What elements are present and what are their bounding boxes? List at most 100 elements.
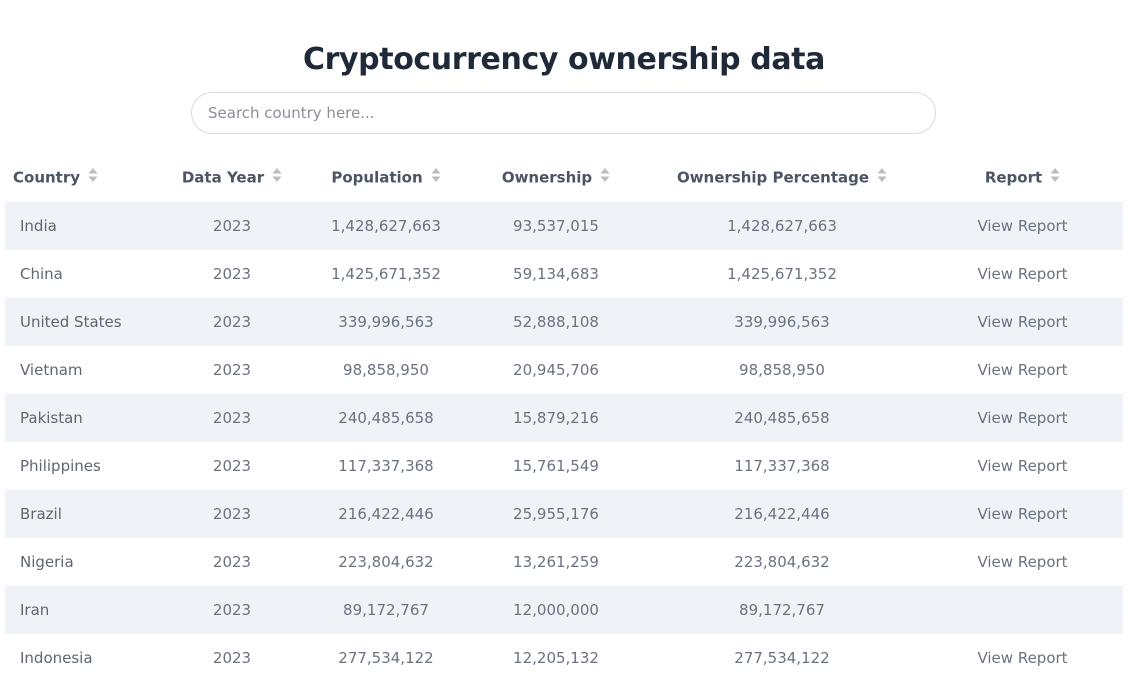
cell-report: View Report [922,634,1123,678]
cell-ownership: 13,261,259 [513,553,599,571]
sort-arrows-icon [431,168,441,182]
cell-country: Iran [20,601,50,619]
header-population[interactable]: Population [302,154,470,202]
cell-population: 117,337,368 [338,457,434,475]
cell-ownership: 12,000,000 [513,601,599,619]
cell-data-year: 2023 [212,505,252,523]
cell-population: 89,172,767 [343,601,429,619]
cell-ownership-percentage: 277,534,122 [734,649,830,667]
cell-population: 216,422,446 [338,505,434,523]
sort-arrows-icon [877,168,887,182]
cell-ownership-percentage: 89,172,767 [739,601,825,619]
cell-country: Vietnam [20,361,83,379]
cell-ownership-percentage: 240,485,658 [734,409,830,427]
view-report-link[interactable]: View Report [977,313,1068,331]
cell-country: China [20,265,63,283]
sort-icon[interactable] [877,167,887,187]
sort-arrows-icon [272,168,282,182]
header-ownership-percentage[interactable]: Ownership Percentage [642,154,922,202]
cell-country: Nigeria [20,553,74,571]
cell-ownership-percentage: 339,996,563 [734,313,830,331]
sort-arrows-icon [600,168,610,182]
view-report-link[interactable]: View Report [977,361,1068,379]
sort-icon[interactable] [272,167,282,187]
cell-population: 223,804,632 [338,553,434,571]
cell-report: View Report [922,490,1123,538]
sort-arrows-icon [1050,168,1060,182]
table-row: China 2023 1,425,671,352 59,134,683 1,425,67… [5,250,1123,298]
cell-data-year: 2023 [212,553,252,571]
cell-report: View Report [922,538,1123,586]
header-data-year[interactable]: Data Year [162,154,302,202]
view-report-link[interactable]: View Report [977,409,1068,427]
cell-ownership-percentage: 1,428,627,663 [727,217,837,235]
table-row: Iran 2023 89,172,767 12,000,000 89,172,767 [5,586,1123,634]
cell-data-year: 2023 [212,457,252,475]
sort-arrows-icon [88,168,98,182]
cell-ownership: 12,205,132 [513,649,599,667]
cell-ownership: 93,537,015 [513,217,599,235]
cell-population: 277,534,122 [338,649,434,667]
view-report-link[interactable]: View Report [977,553,1068,571]
header-label: Population [331,168,423,187]
cell-population: 1,425,671,352 [331,265,441,283]
table-body: India 2023 1,428,627,663 93,537,015 1,428,62… [5,202,1123,678]
cell-country: Philippines [20,457,101,475]
header-report[interactable]: Report [922,154,1123,202]
cell-data-year: 2023 [212,409,252,427]
header-label: Ownership [501,168,593,187]
cell-ownership: 15,761,549 [513,457,599,475]
search-input[interactable] [191,92,936,134]
header-label: Ownership Percentage [676,168,870,187]
view-report-link[interactable]: View Report [977,457,1068,475]
cell-ownership-percentage: 216,422,446 [734,505,830,523]
cell-report: View Report [922,250,1123,298]
header-label: Report [984,168,1043,187]
page-title: Cryptocurrency ownership data [303,42,825,78]
cell-report: View Report [922,346,1123,394]
sort-icon[interactable] [600,167,610,187]
header-country[interactable]: Country [5,154,162,202]
cell-population: 339,996,563 [338,313,434,331]
cell-population: 240,485,658 [338,409,434,427]
header-label: Country [13,168,81,187]
cell-ownership: 52,888,108 [513,313,599,331]
table-row: Philippines 2023 117,337,368 15,761,549 117,… [5,442,1123,490]
view-report-link[interactable]: View Report [977,265,1068,283]
cell-country: United States [20,313,122,331]
cell-ownership-percentage: 1,425,671,352 [727,265,837,283]
cell-report: View Report [922,442,1123,490]
cell-ownership: 59,134,683 [513,265,599,283]
sort-icon[interactable] [1050,167,1060,187]
table-row: Vietnam 2023 98,858,950 20,945,706 98,858,95… [5,346,1123,394]
sort-icon[interactable] [88,167,98,187]
cell-data-year: 2023 [212,649,252,667]
cell-ownership: 20,945,706 [513,361,599,379]
crypto-ownership-table: Country Data Year Population Ownership O… [5,154,1123,678]
cell-data-year: 2023 [212,601,252,619]
sort-icon[interactable] [431,167,441,187]
cell-population: 98,858,950 [343,361,429,379]
cell-ownership-percentage: 223,804,632 [734,553,830,571]
table-row: Brazil 2023 216,422,446 25,955,176 216,422,4… [5,490,1123,538]
cell-country: India [20,217,57,235]
table-row: Pakistan 2023 240,485,658 15,879,216 240,485… [5,394,1123,442]
header-ownership[interactable]: Ownership [470,154,642,202]
cell-report: View Report [922,298,1123,346]
table-row: Nigeria 2023 223,804,632 13,261,259 223,804,… [5,538,1123,586]
cell-ownership-percentage: 117,337,368 [734,457,830,475]
cell-ownership: 25,955,176 [513,505,599,523]
cell-population: 1,428,627,663 [331,217,441,235]
cell-ownership-percentage: 98,858,950 [739,361,825,379]
cell-report: View Report [922,394,1123,442]
cell-data-year: 2023 [212,217,252,235]
view-report-link[interactable]: View Report [977,505,1068,523]
table-row: Indonesia 2023 277,534,122 12,205,132 277,53… [5,634,1123,678]
header-label: Data Year [181,168,265,187]
cell-data-year: 2023 [212,361,252,379]
view-report-link[interactable]: View Report [977,217,1068,235]
cell-country: Brazil [20,505,62,523]
cell-country: Pakistan [20,409,83,427]
view-report-link[interactable]: View Report [977,649,1068,667]
